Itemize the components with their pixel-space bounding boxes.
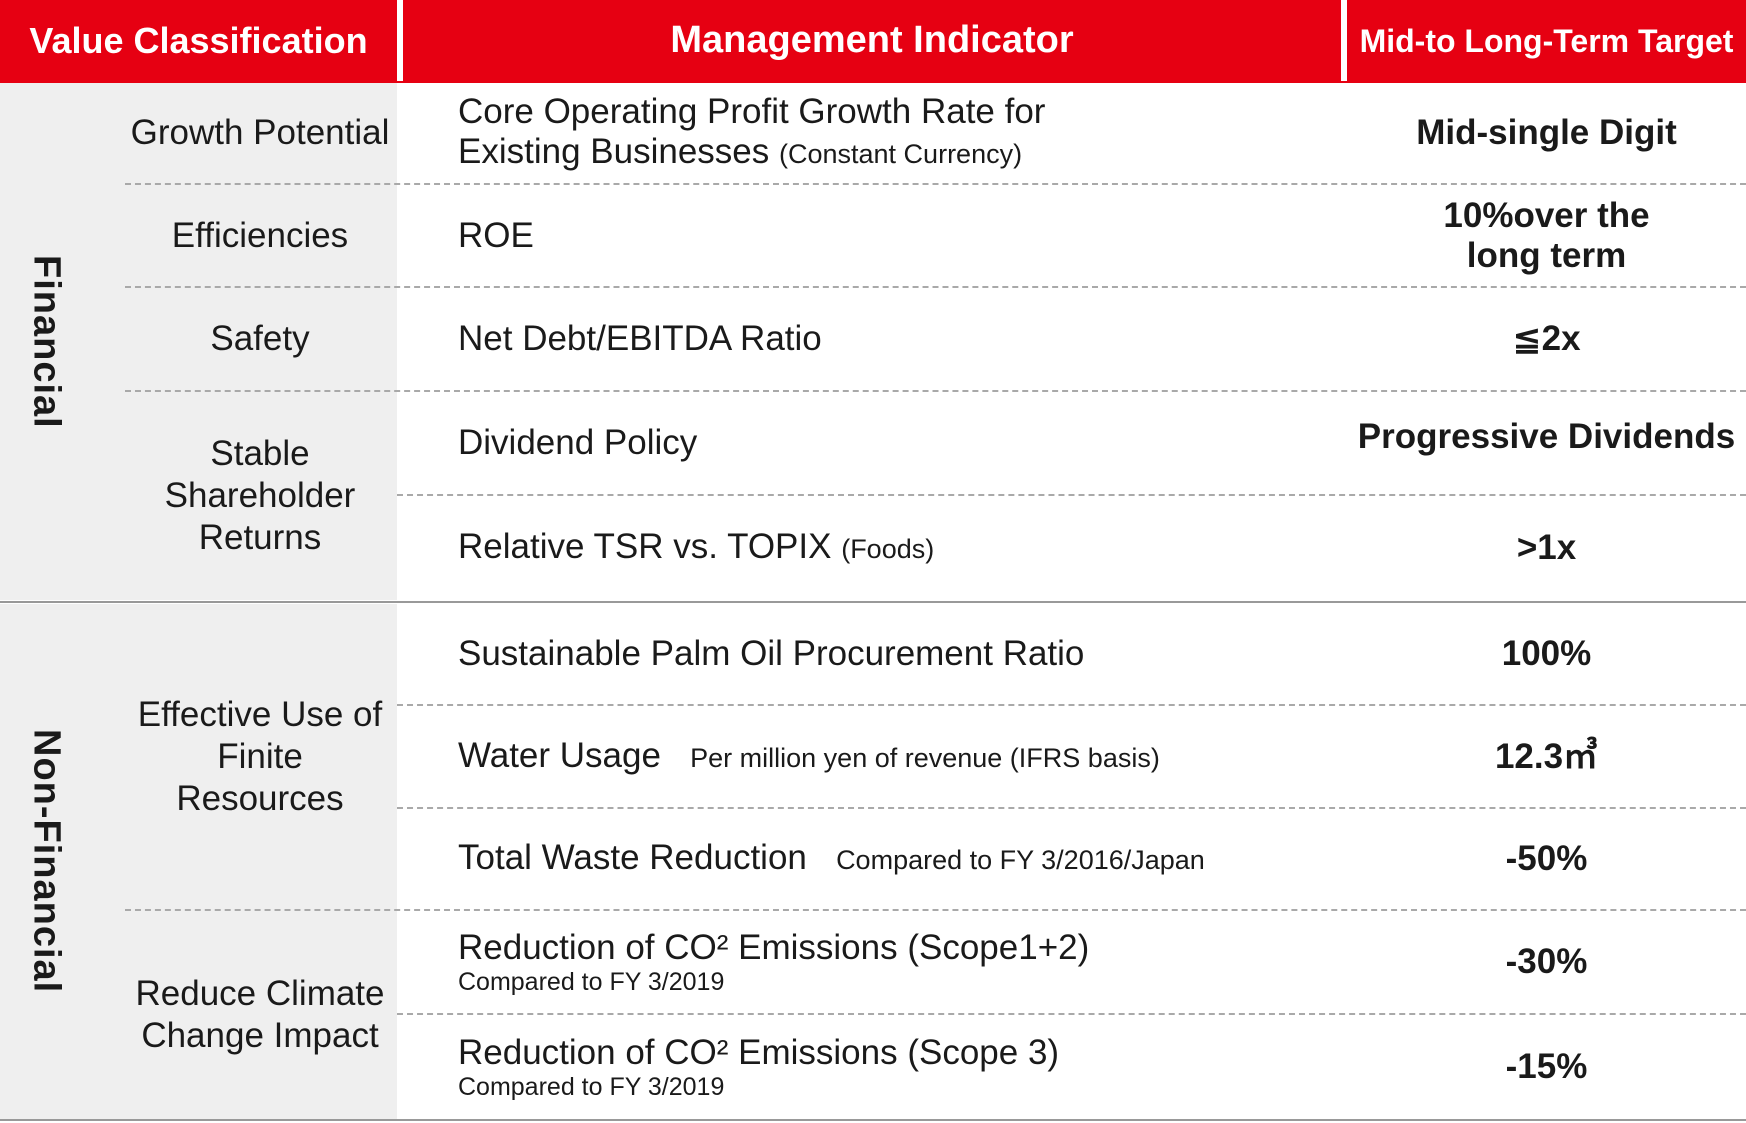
indicator-text-line2: Existing Businesses (Constant Currency) bbox=[458, 132, 1023, 171]
table-row: Core Operating Profit Growth Rate for Ex… bbox=[458, 83, 1338, 183]
target-value: -50% bbox=[1505, 839, 1588, 878]
table-row: Reduction of CO² Emissions (Scope1+2) Co… bbox=[458, 911, 1338, 1013]
row-divider bbox=[397, 494, 1746, 496]
table-row: Net Debt/EBITDA Ratio bbox=[458, 288, 1338, 390]
row-divider bbox=[125, 909, 1746, 911]
row-divider bbox=[397, 807, 1746, 809]
header-rule bbox=[0, 81, 1746, 83]
category-climate-change: Reduce Climate Change Impact bbox=[135, 974, 385, 1055]
indicator-text: Relative TSR vs. TOPIX (Foods) bbox=[458, 527, 935, 566]
indicator-note: Per million yen of revenue (IFRS basis) bbox=[690, 742, 1160, 773]
target-value: Mid-single Digit bbox=[1416, 113, 1677, 152]
indicator-text: ROE bbox=[458, 215, 534, 255]
target-value: 100% bbox=[1501, 634, 1592, 673]
indicator-note: (Constant Currency) bbox=[779, 139, 1023, 169]
indicator-text: Net Debt/EBITDA Ratio bbox=[458, 319, 822, 358]
row-divider bbox=[125, 183, 1746, 185]
indicator-text: Dividend Policy bbox=[458, 423, 698, 462]
target-value: -30% bbox=[1505, 942, 1588, 981]
table-row: ROE bbox=[458, 185, 1338, 286]
row-divider bbox=[125, 390, 1746, 392]
target-value: >1x bbox=[1516, 528, 1577, 567]
financial-band bbox=[0, 83, 397, 600]
indicator-text: Core Operating Profit Growth Rate for bbox=[458, 92, 1046, 131]
category-growth-potential: Growth Potential bbox=[130, 113, 390, 152]
header-target: Mid-to Long-Term Target bbox=[1347, 0, 1746, 81]
row-divider bbox=[397, 1013, 1746, 1015]
target-value: ≦2x bbox=[1512, 319, 1581, 358]
category-efficiencies: Efficiencies bbox=[171, 215, 349, 255]
row-divider bbox=[125, 286, 1746, 288]
group-financial: Financial bbox=[25, 254, 68, 429]
category-finite-resources: Effective Use of Finite Resources bbox=[137, 694, 383, 818]
indicator-note: Compared to FY 3/2019 bbox=[458, 1073, 725, 1101]
indicator-text: Reduction of CO² Emissions (Scope1+2) bbox=[458, 928, 1090, 967]
category-safety: Safety bbox=[210, 319, 310, 358]
target-value: 12.3㎥ bbox=[1494, 736, 1599, 776]
indicator-note: (Foods) bbox=[841, 534, 935, 564]
target-value: -15% bbox=[1505, 1047, 1588, 1086]
indicator-text: Sustainable Palm Oil Procurement Ratio bbox=[458, 634, 1085, 673]
table-row: Total Waste Reduction Compared to FY 3/2… bbox=[458, 809, 1338, 909]
indicator-note: Compared to FY 3/2019 bbox=[458, 968, 725, 996]
table-row: Sustainable Palm Oil Procurement Ratio bbox=[458, 604, 1338, 704]
indicator-text: Reduction of CO² Emissions (Scope 3) bbox=[458, 1033, 1060, 1072]
target-value: Progressive Dividends bbox=[1357, 417, 1736, 456]
table-row: Dividend Policy bbox=[458, 392, 1338, 494]
target-value: 10%over the long term bbox=[1443, 195, 1650, 275]
header-value-classification: Value Classification bbox=[0, 0, 397, 81]
indicator-note: Compared to FY 3/2016/Japan bbox=[836, 845, 1205, 875]
table-row: Reduction of CO² Emissions (Scope 3) Com… bbox=[458, 1015, 1338, 1119]
row-divider bbox=[397, 704, 1746, 706]
table-bottom-rule bbox=[0, 1119, 1746, 1121]
table-row: Water Usage Per million yen of revenue (… bbox=[458, 706, 1338, 807]
header-management-indicator: Management Indicator bbox=[403, 0, 1341, 81]
table-row: Relative TSR vs. TOPIX (Foods) bbox=[458, 496, 1338, 600]
section-divider bbox=[0, 601, 1746, 603]
non-financial-band bbox=[0, 604, 397, 1119]
indicator-text: Total Waste Reduction Compared to FY 3/2… bbox=[458, 838, 1205, 877]
category-stable-shareholder-returns: Stable Shareholder Returns bbox=[164, 434, 356, 557]
indicator-text: Water Usage Per million yen of revenue (… bbox=[458, 735, 1160, 775]
group-non-financial: Non-Financial bbox=[25, 729, 68, 994]
